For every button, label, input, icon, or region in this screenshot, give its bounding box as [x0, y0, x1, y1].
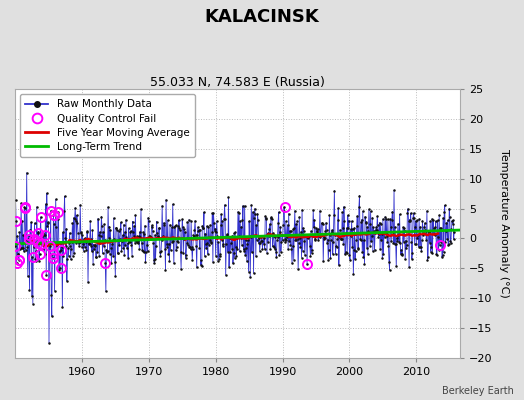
- Legend: Raw Monthly Data, Quality Control Fail, Five Year Moving Average, Long-Term Tren: Raw Monthly Data, Quality Control Fail, …: [20, 94, 194, 157]
- Text: KALACINSK: KALACINSK: [205, 8, 319, 26]
- Title: 55.033 N, 74.583 E (Russia): 55.033 N, 74.583 E (Russia): [150, 76, 325, 89]
- Y-axis label: Temperature Anomaly (°C): Temperature Anomaly (°C): [499, 149, 509, 298]
- Text: Berkeley Earth: Berkeley Earth: [442, 386, 514, 396]
